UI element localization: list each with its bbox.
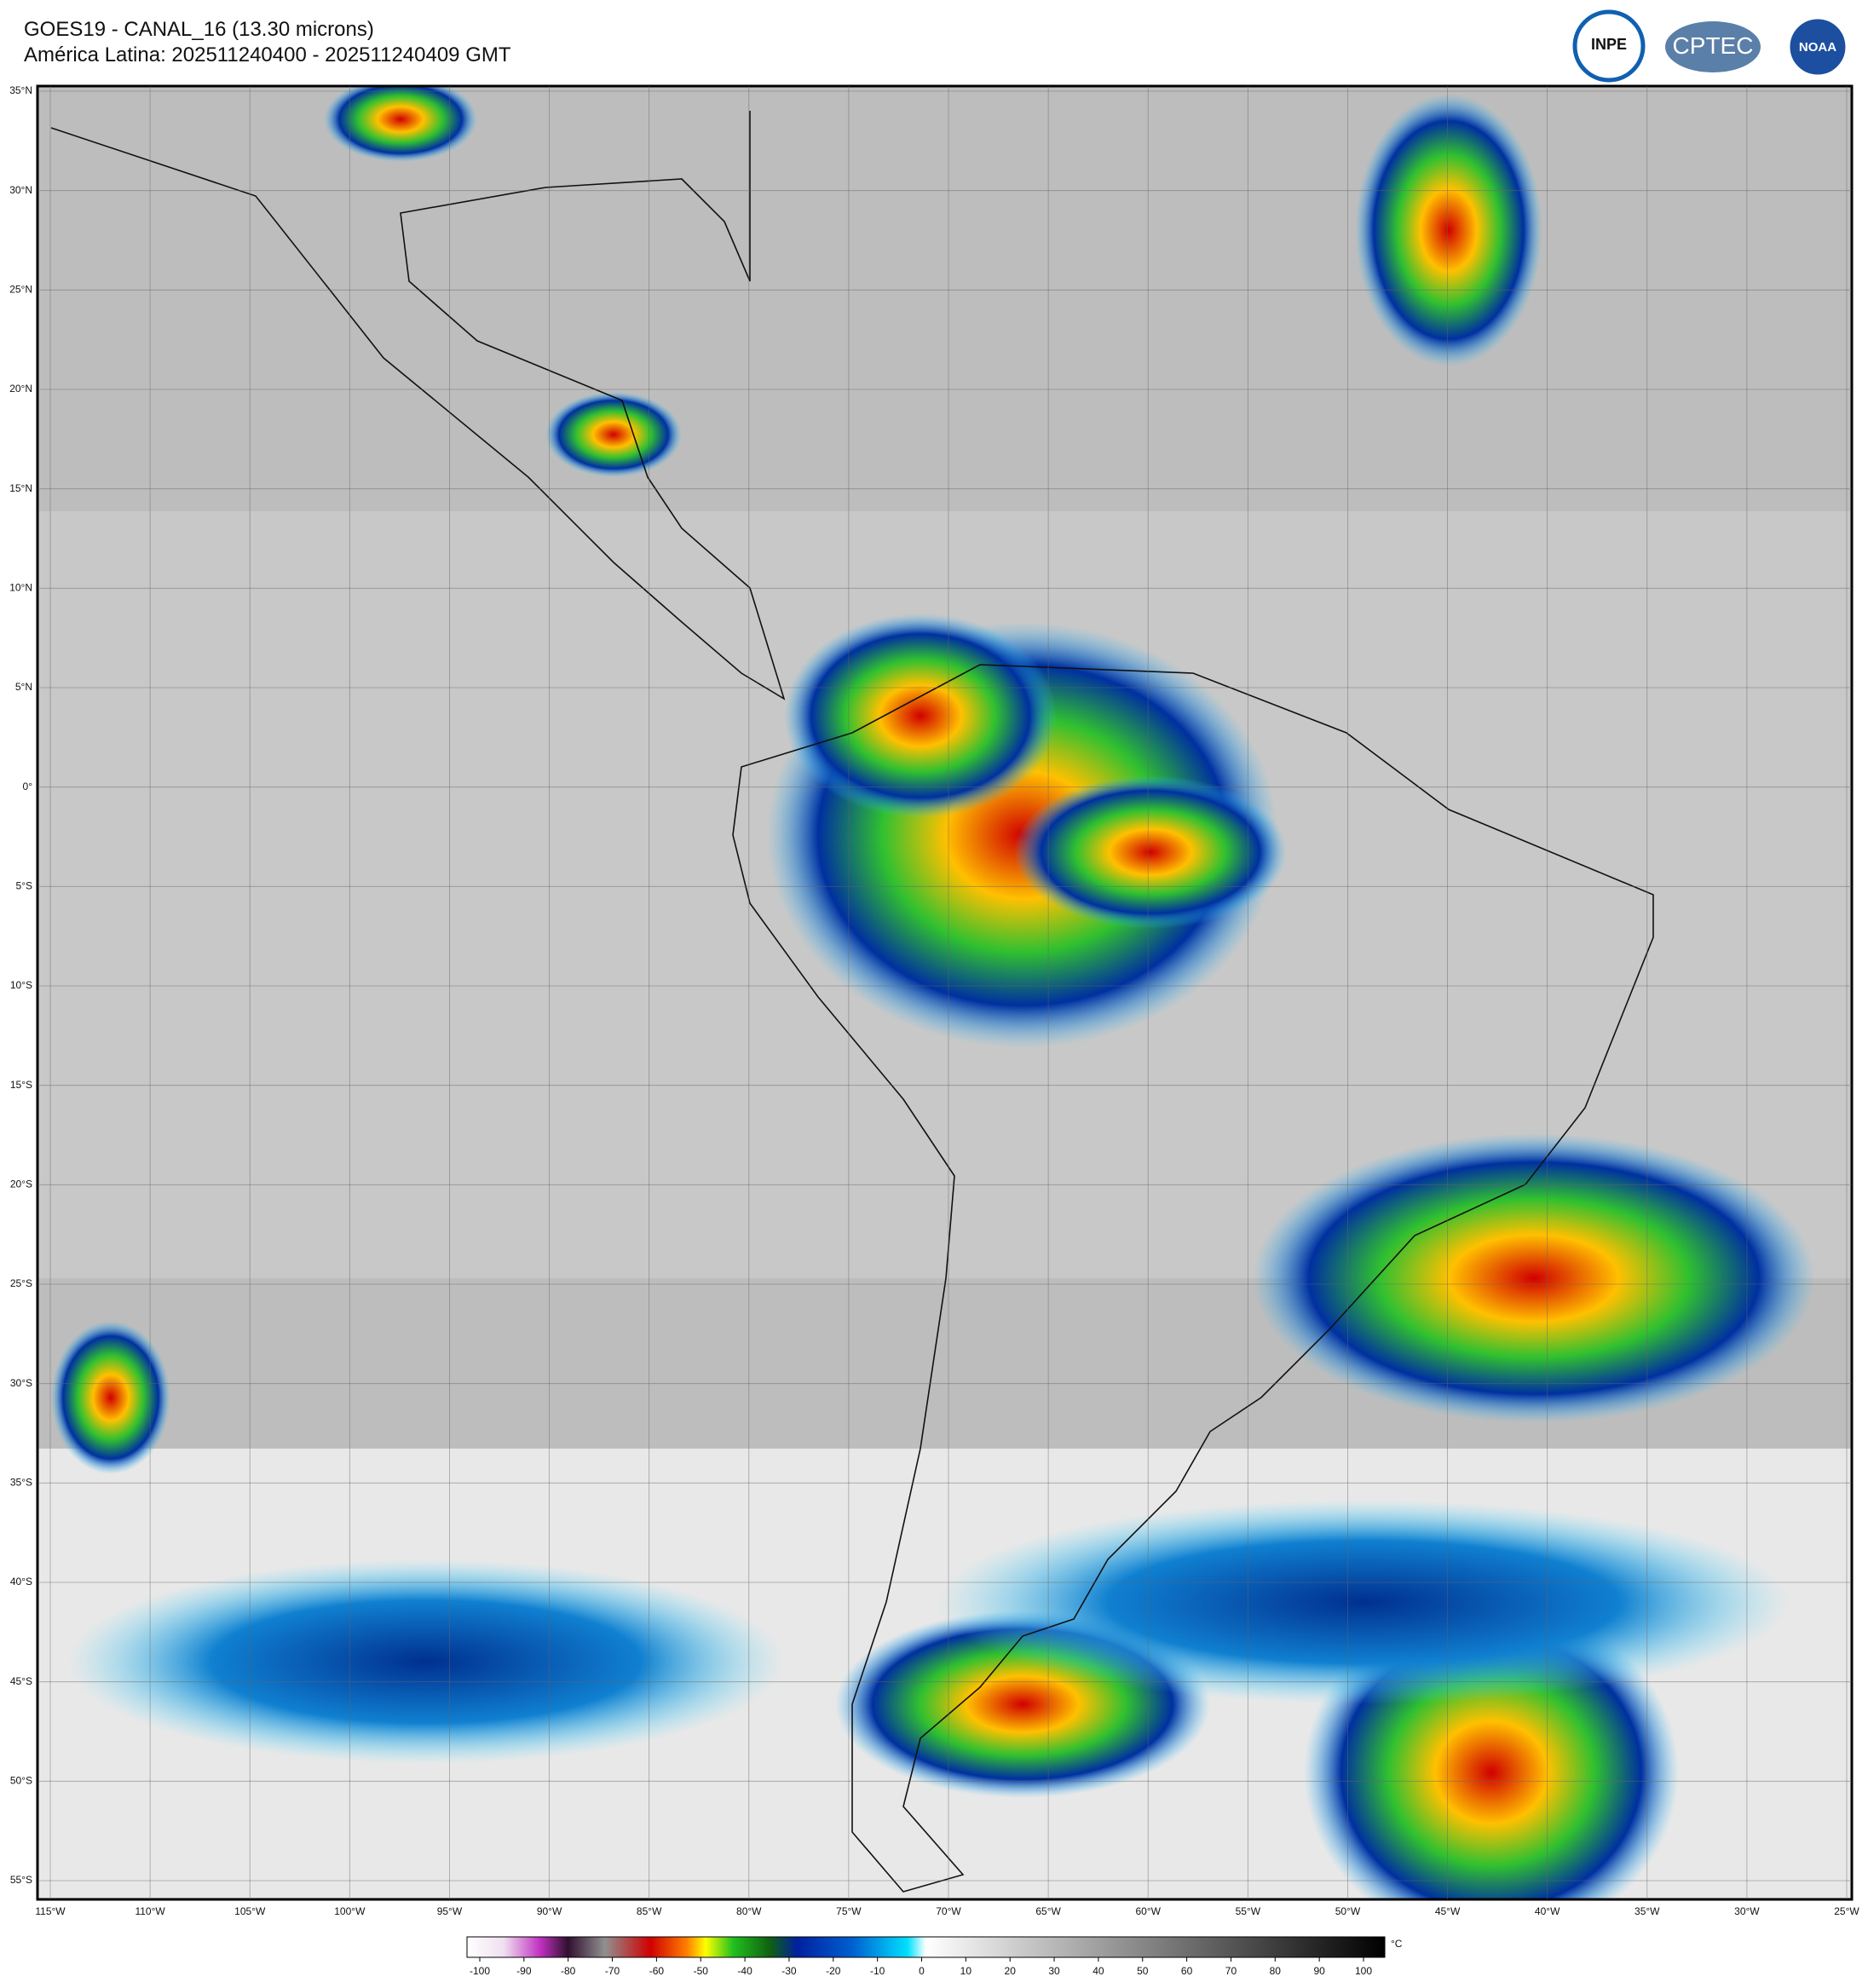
lat-label: 25°S <box>10 1277 32 1289</box>
lon-label: 55°W <box>1236 1905 1261 1917</box>
lon-label: 80°W <box>736 1905 762 1917</box>
lon-label: 85°W <box>637 1905 662 1917</box>
lat-label: 30°S <box>10 1377 32 1389</box>
lon-label: 45°W <box>1435 1905 1461 1917</box>
lat-label: 5°N <box>15 681 32 693</box>
lon-label: 100°W <box>334 1905 366 1917</box>
colorbar-tick-label: 100 <box>1355 1965 1372 1977</box>
colorbar-tick-label: -20 <box>826 1965 841 1977</box>
colorbar-tick-label: 60 <box>1181 1965 1193 1977</box>
colorbar-tick-label: 30 <box>1048 1965 1060 1977</box>
lon-label: 50°W <box>1335 1905 1361 1917</box>
lat-label: 25°N <box>9 284 32 296</box>
colorbar-ramp <box>466 1936 1386 1958</box>
lon-label: 110°W <box>135 1905 165 1917</box>
colorbar-unit: °C <box>1391 1938 1403 1950</box>
lat-label: 35°S <box>10 1477 32 1489</box>
lat-label: 10°S <box>10 979 32 991</box>
lat-label: 50°S <box>10 1775 32 1787</box>
lat-label: 40°S <box>10 1576 32 1588</box>
lon-label: 35°W <box>1634 1905 1660 1917</box>
logo-noaa <box>1787 16 1848 78</box>
lat-label: 55°S <box>10 1874 32 1886</box>
lon-label: 95°W <box>437 1905 463 1917</box>
colorbar-tick-label: -30 <box>781 1965 797 1977</box>
coastline <box>50 111 786 700</box>
lat-label: 5°S <box>16 880 32 892</box>
colorbar-tick-label: 0 <box>919 1965 925 1977</box>
graticule: 35°N 30°N 25°N 20°N 15°N 10°N 5°N 0° 5°S 10°S 15°S… <box>9 84 1859 1917</box>
colorbar-tick-label: 10 <box>960 1965 972 1977</box>
colorbar-tick-label: 80 <box>1270 1965 1282 1977</box>
colorbar-tick-label: 90 <box>1313 1965 1325 1977</box>
lat-label: 45°S <box>10 1675 32 1687</box>
satellite-image <box>37 86 1852 1899</box>
lon-label: 105°W <box>234 1905 266 1917</box>
colorbar-tick-label: -50 <box>694 1965 709 1977</box>
colorbar-tick-label: 40 <box>1093 1965 1104 1977</box>
colorbar-tick-label: -40 <box>737 1965 752 1977</box>
colorbar-tick-label: -80 <box>561 1965 576 1977</box>
lon-label: 40°W <box>1535 1905 1560 1917</box>
lon-label: 90°W <box>537 1905 562 1917</box>
lat-label: 15°S <box>10 1079 32 1091</box>
colorbar-tick-label: -10 <box>870 1965 885 1977</box>
lat-label: 15°N <box>9 482 32 494</box>
colorbar-tick-label: -60 <box>649 1965 665 1977</box>
map-frame <box>36 84 1854 1901</box>
colorbar-tick-label: -100 <box>470 1965 490 1977</box>
lat-label: 35°N <box>9 84 32 96</box>
logo-text: INPE <box>1591 36 1627 53</box>
lon-label: 60°W <box>1135 1905 1161 1917</box>
logo-inpe <box>1572 9 1646 83</box>
lat-label: 20°N <box>9 383 32 395</box>
lat-label: 20°S <box>10 1178 32 1190</box>
lat-label: 30°N <box>9 184 32 196</box>
logo-text: CPTEC <box>1673 32 1754 59</box>
title: GOES19 - CANAL_16 (13.30 microns) <box>24 18 374 41</box>
colorbar-tick-label: -90 <box>516 1965 532 1977</box>
colorbar-tick-label: -70 <box>605 1965 620 1977</box>
logo-text: NOAA <box>1799 40 1836 55</box>
lon-label: 75°W <box>836 1905 862 1917</box>
logos: INPE CPTEC NOAA <box>1572 9 1848 83</box>
lon-label: 65°W <box>1035 1905 1061 1917</box>
colorbar-tick-label: 70 <box>1225 1965 1237 1977</box>
lon-label: 115°W <box>35 1905 66 1917</box>
logo-cptec <box>1665 21 1761 72</box>
subtitle: América Latina: 202511240400 - 202511240… <box>24 43 511 66</box>
lon-label: 70°W <box>936 1905 961 1917</box>
colorbar-tick-label: 20 <box>1005 1965 1017 1977</box>
lat-label: 10°N <box>9 582 32 594</box>
lon-label: 25°W <box>1834 1905 1859 1917</box>
lat-label: 0° <box>23 781 33 792</box>
colorbar: -100 -90 -80 -70 -60 -50 -40 -30 -20 -10 0 10 20 30 40… <box>466 1936 1403 1977</box>
colorbar-tick-label: 50 <box>1137 1965 1149 1977</box>
lon-label: 30°W <box>1734 1905 1760 1917</box>
